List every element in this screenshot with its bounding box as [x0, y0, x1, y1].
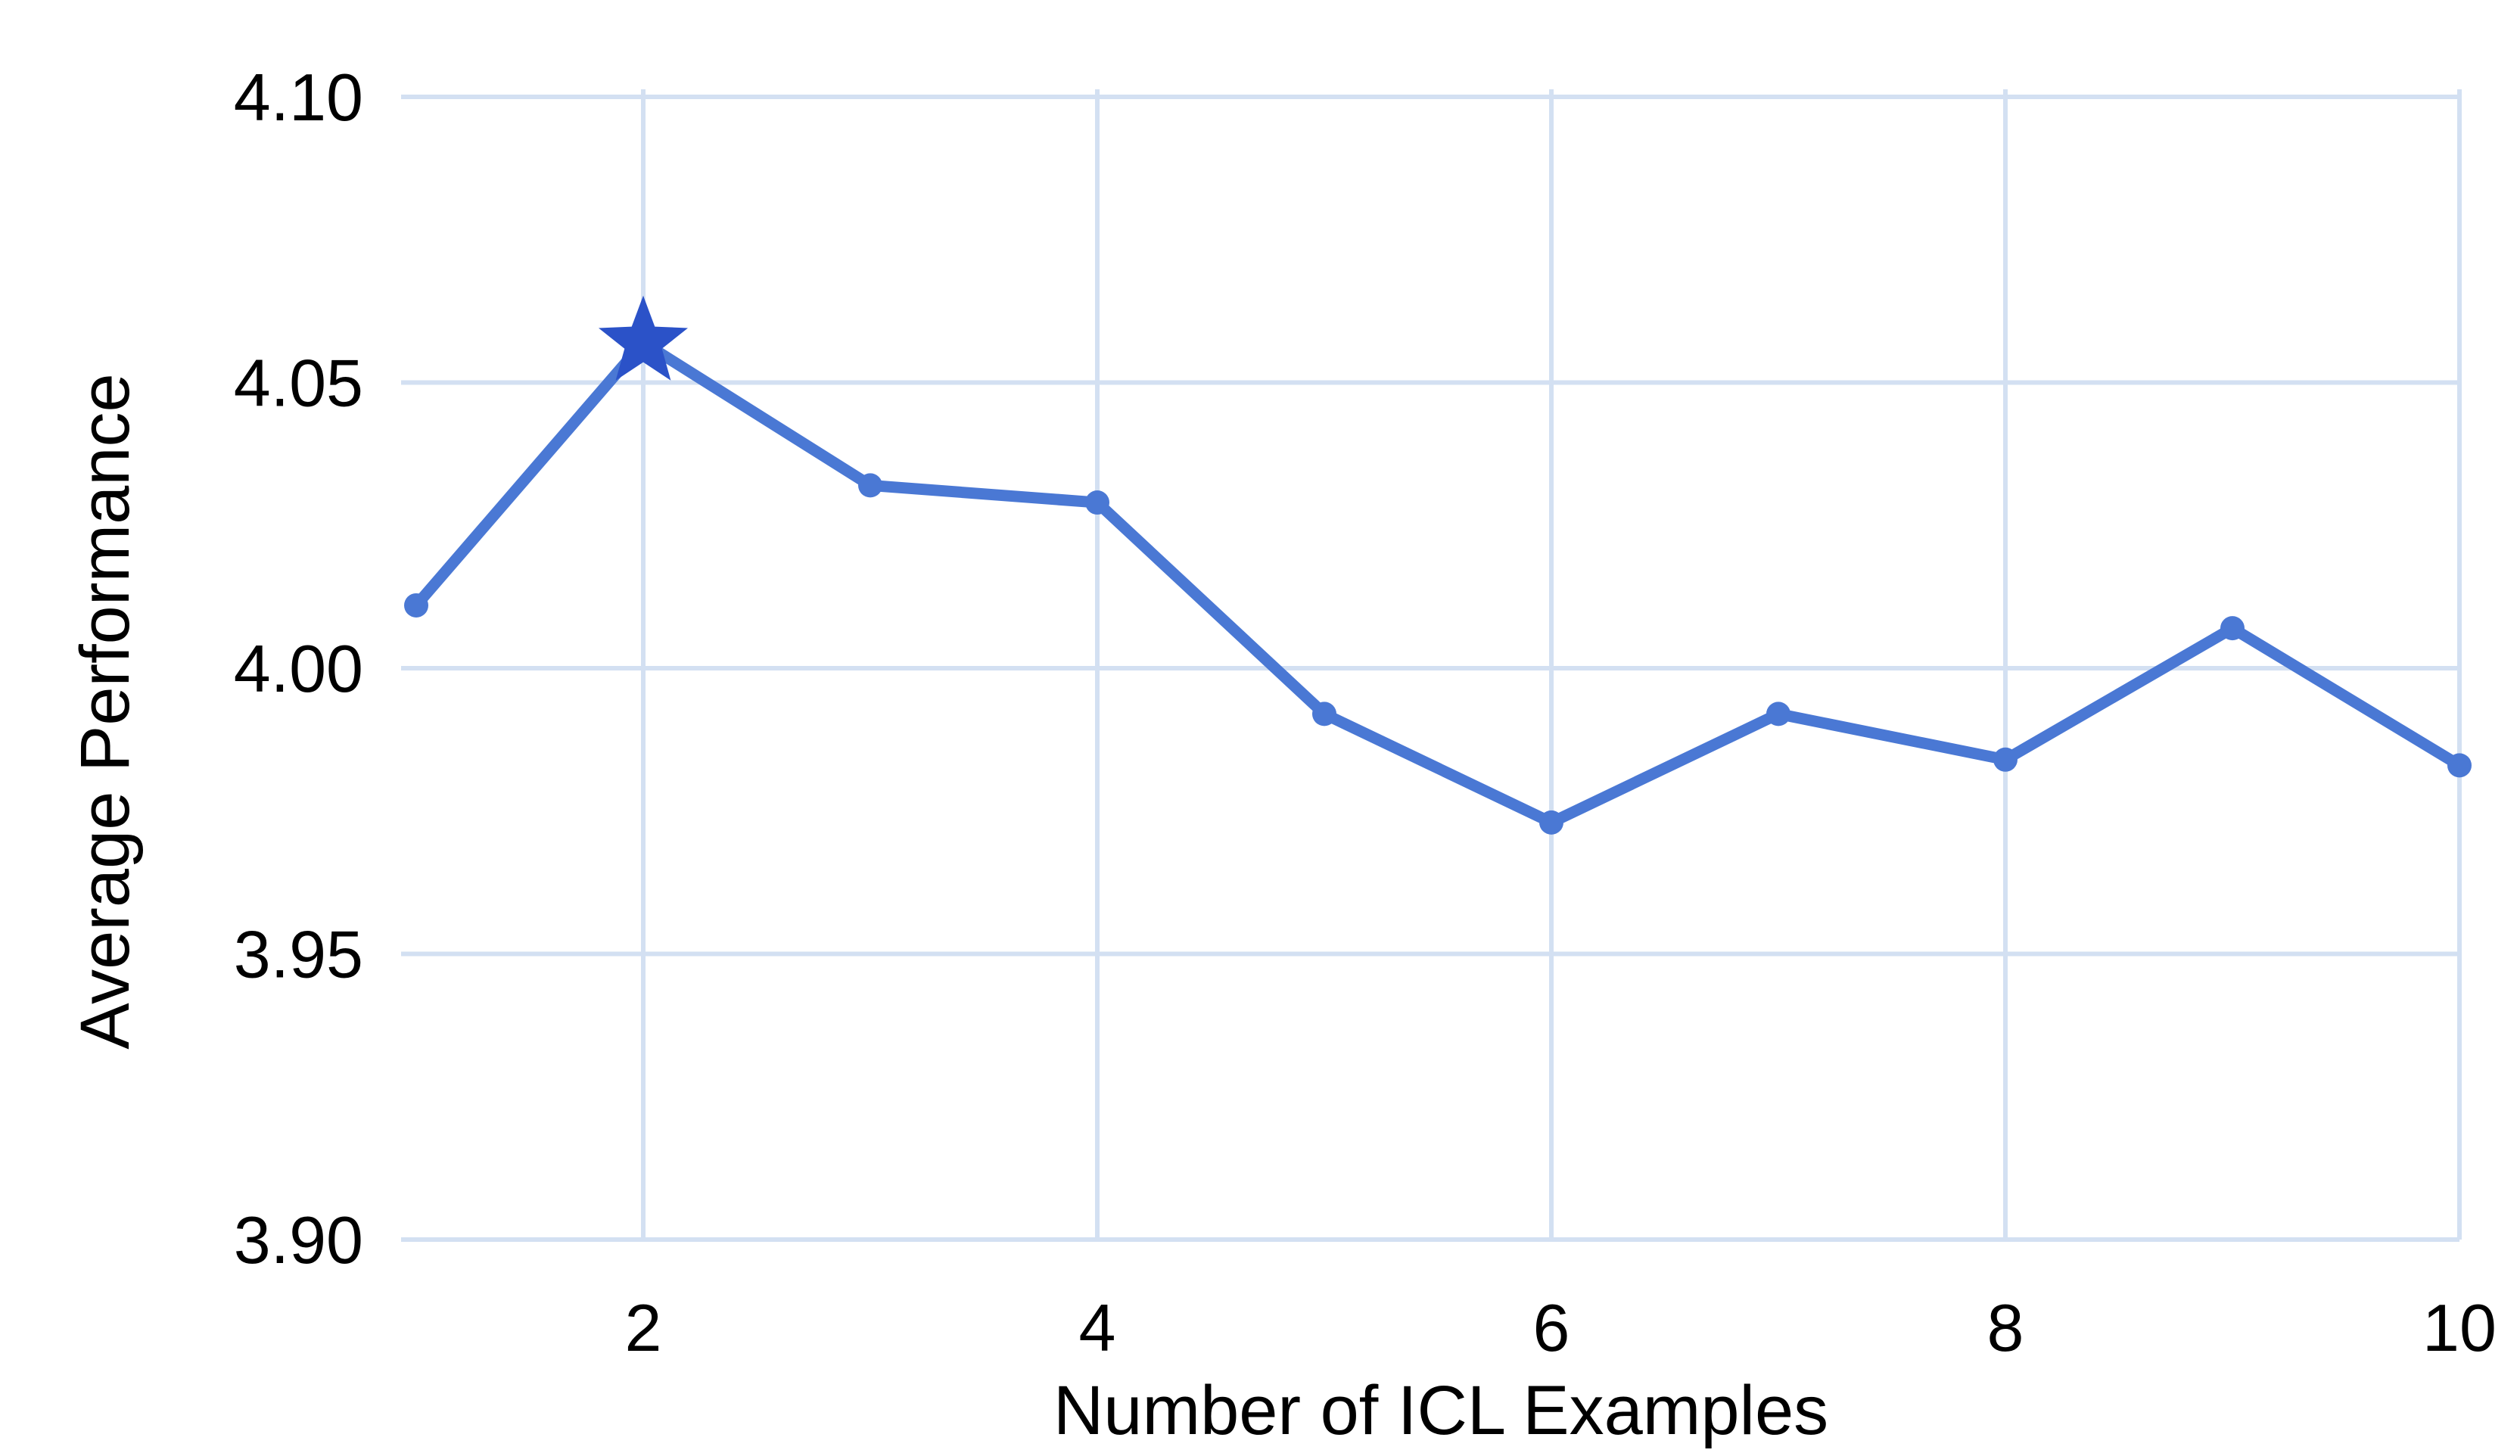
y-tick-label: 3.95 [234, 917, 363, 992]
data-point [404, 593, 428, 618]
y-tick-label: 3.90 [234, 1202, 363, 1277]
series-line [410, 337, 2466, 829]
data-point [2447, 753, 2472, 778]
y-axis-title: Average Performance [67, 373, 144, 1049]
x-axis-title: Number of ICL Examples [1053, 1372, 1828, 1449]
x-tick-label: 4 [1079, 1290, 1116, 1365]
data-point [1085, 490, 1109, 515]
grid [401, 89, 2462, 1242]
data-point [858, 473, 882, 498]
x-tick-label: 10 [2422, 1290, 2497, 1365]
y-tick-label: 4.05 [234, 346, 363, 421]
tick-labels: 3.90 3.95 4.00 4.05 4.10 2 4 6 8 10 [234, 60, 2497, 1365]
y-tick-label: 4.00 [234, 631, 363, 706]
data-point [1766, 702, 1790, 726]
data-point [1993, 747, 2018, 772]
best-point-star-icon [599, 295, 688, 381]
series [404, 295, 2472, 835]
data-point [1312, 702, 1336, 726]
x-tick-label: 2 [625, 1290, 662, 1365]
x-tick-label: 6 [1533, 1290, 1570, 1365]
x-tick-label: 8 [1987, 1290, 2024, 1365]
data-point [1539, 810, 1563, 835]
data-point [2220, 616, 2245, 641]
y-tick-label: 4.10 [234, 60, 363, 135]
